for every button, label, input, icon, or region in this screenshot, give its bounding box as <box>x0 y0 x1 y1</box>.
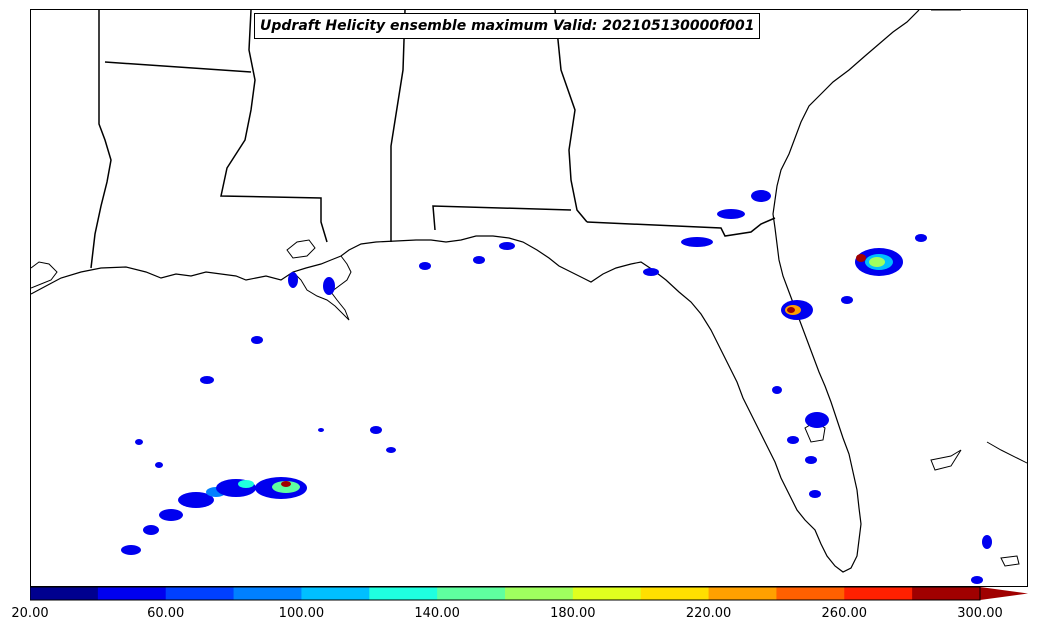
cell-low <box>135 439 143 445</box>
map-canvas <box>31 10 1027 584</box>
colorbar-segment <box>30 587 99 600</box>
cell-low <box>143 525 159 535</box>
colorbar-segment <box>572 587 642 600</box>
cell-mid <box>869 257 885 267</box>
cell-low <box>323 277 335 295</box>
colorbar-extend-arrow <box>980 587 1028 600</box>
colorbar-segment <box>165 587 235 600</box>
cell-low <box>809 490 821 498</box>
bahamas-island <box>930 449 962 471</box>
cell-low <box>251 336 263 344</box>
colorbar-tick-label: 220.00 <box>685 606 732 621</box>
cell-cluster-florida <box>772 300 829 498</box>
cell-cluster-atlantic <box>841 234 992 584</box>
colorbar-tick-label: 60.00 <box>147 606 185 621</box>
state-border-la-ms <box>220 10 328 243</box>
cell-cluster-sw <box>121 336 396 555</box>
colorbar-tick-label: 140.00 <box>414 606 460 621</box>
cell-mid <box>238 480 254 488</box>
cell-low <box>643 268 659 276</box>
helicity-cells <box>121 190 992 584</box>
cell-low <box>681 237 713 247</box>
cell-low <box>473 256 485 264</box>
cell-high <box>281 481 291 487</box>
colorbar-segment <box>437 587 506 600</box>
colorbar-frame <box>30 587 981 601</box>
texas-coastline <box>31 261 58 289</box>
cell-low <box>751 190 771 202</box>
cell-low <box>499 242 515 250</box>
cell-low <box>805 412 829 428</box>
state-border-ga-fl <box>586 217 776 237</box>
lake-pontchartrain <box>286 239 316 259</box>
colorbar-segment <box>640 587 710 600</box>
cell-low <box>841 296 853 304</box>
colorbar-tick-label: 180.00 <box>550 606 596 621</box>
cell-high <box>787 307 795 313</box>
state-border-tx-la <box>90 10 112 269</box>
cuba-island <box>1000 555 1020 567</box>
gulf-coastline <box>31 199 862 573</box>
cell-cluster-gulf-coast <box>288 190 771 295</box>
colorbar-tick-label: 20.00 <box>11 606 49 621</box>
colorbar-segment <box>708 587 777 600</box>
cell-low <box>971 576 983 584</box>
cell-low <box>982 535 992 549</box>
cell-low <box>772 386 782 394</box>
colorbar-segment <box>97 587 167 600</box>
atlantic-coastline <box>774 10 920 201</box>
cell-low <box>915 234 927 242</box>
colorbar-segments <box>30 587 981 600</box>
map-panel <box>30 9 1028 587</box>
cell-low <box>370 426 382 434</box>
cell-low <box>386 447 396 453</box>
cell-low <box>178 492 214 508</box>
cell-low <box>787 436 799 444</box>
state-border-al-fl <box>432 205 572 231</box>
state-border-ms-al <box>390 10 406 242</box>
cell-low <box>318 428 324 432</box>
state-border-al-ga <box>554 10 588 223</box>
cell-low <box>155 462 163 468</box>
colorbar-segment <box>369 587 438 600</box>
colorbar-segment <box>844 587 913 600</box>
cell-low <box>419 262 431 270</box>
colorbar-segment <box>776 587 845 600</box>
cell-low <box>288 272 298 288</box>
colorbar-tick-label: 100.00 <box>278 606 325 621</box>
map-title: Updraft Helicity ensemble maximum Valid:… <box>254 13 761 39</box>
cell-low <box>805 456 817 464</box>
colorbar-tick-label: 260.00 <box>821 606 868 621</box>
colorbar <box>30 587 1028 601</box>
cell-low <box>159 509 183 521</box>
cuba-coastline <box>986 441 1027 464</box>
cell-high <box>856 254 866 262</box>
colorbar-segment <box>301 587 370 600</box>
cell-low <box>121 545 141 555</box>
colorbar-segment <box>505 587 574 600</box>
delta-coastline <box>292 255 352 321</box>
colorbar-tick-label: 300.00 <box>957 606 1003 621</box>
state-border-ar-la <box>104 61 252 73</box>
colorbar-segment <box>233 587 302 600</box>
cell-low <box>717 209 745 219</box>
cell-low <box>200 376 214 384</box>
colorbar-segment <box>912 587 981 600</box>
